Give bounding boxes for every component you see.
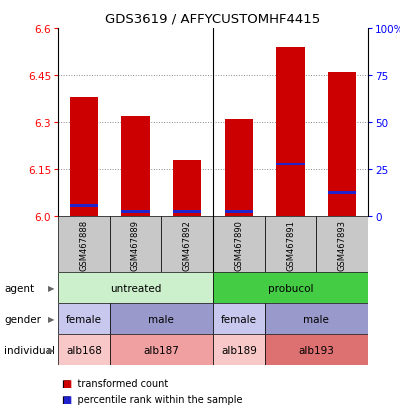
Text: female: female bbox=[66, 314, 102, 324]
Text: alb193: alb193 bbox=[298, 345, 334, 355]
Bar bbox=[265, 217, 316, 273]
Text: ■  transformed count: ■ transformed count bbox=[62, 378, 168, 388]
Bar bbox=[316, 217, 368, 273]
Bar bbox=[58, 304, 110, 335]
Text: ■: ■ bbox=[62, 378, 71, 388]
Text: GSM467890: GSM467890 bbox=[234, 219, 243, 270]
Bar bbox=[328, 192, 356, 194]
Bar bbox=[58, 335, 110, 366]
Bar bbox=[213, 217, 265, 273]
Text: ■  percentile rank within the sample: ■ percentile rank within the sample bbox=[62, 394, 242, 404]
Text: untreated: untreated bbox=[110, 283, 161, 293]
Bar bbox=[70, 98, 98, 217]
Bar bbox=[110, 217, 161, 273]
Bar bbox=[58, 217, 110, 273]
Bar bbox=[161, 217, 213, 273]
Bar bbox=[225, 120, 253, 217]
Text: ■: ■ bbox=[62, 394, 71, 404]
Text: ▶: ▶ bbox=[48, 284, 54, 292]
Text: male: male bbox=[303, 314, 329, 324]
Bar bbox=[173, 211, 201, 213]
Text: GSM467892: GSM467892 bbox=[183, 219, 192, 270]
Bar bbox=[121, 211, 150, 213]
Bar bbox=[70, 205, 98, 207]
Text: alb187: alb187 bbox=[143, 345, 179, 355]
Text: GSM467889: GSM467889 bbox=[131, 219, 140, 270]
Bar bbox=[58, 273, 213, 304]
Text: agent: agent bbox=[4, 283, 34, 293]
Text: GSM467893: GSM467893 bbox=[338, 219, 347, 270]
Bar bbox=[328, 73, 356, 217]
Bar bbox=[121, 116, 150, 217]
Bar bbox=[213, 304, 265, 335]
Bar bbox=[225, 211, 253, 213]
Title: GDS3619 / AFFYCUSTOMHF4415: GDS3619 / AFFYCUSTOMHF4415 bbox=[105, 12, 321, 25]
Bar bbox=[110, 304, 213, 335]
Bar bbox=[265, 304, 368, 335]
Text: ▶: ▶ bbox=[48, 346, 54, 354]
Text: gender: gender bbox=[4, 314, 41, 324]
Bar bbox=[173, 160, 201, 217]
Text: male: male bbox=[148, 314, 174, 324]
Text: ▶: ▶ bbox=[48, 315, 54, 323]
Bar bbox=[213, 335, 265, 366]
Text: alb168: alb168 bbox=[66, 345, 102, 355]
Bar bbox=[276, 47, 305, 217]
Bar bbox=[276, 164, 305, 166]
Text: probucol: probucol bbox=[268, 283, 313, 293]
Text: female: female bbox=[221, 314, 257, 324]
Text: alb189: alb189 bbox=[221, 345, 257, 355]
Bar bbox=[265, 335, 368, 366]
Text: GSM467888: GSM467888 bbox=[79, 219, 88, 270]
Text: individual: individual bbox=[4, 345, 55, 355]
Bar bbox=[213, 273, 368, 304]
Text: GSM467891: GSM467891 bbox=[286, 219, 295, 270]
Bar bbox=[110, 335, 213, 366]
